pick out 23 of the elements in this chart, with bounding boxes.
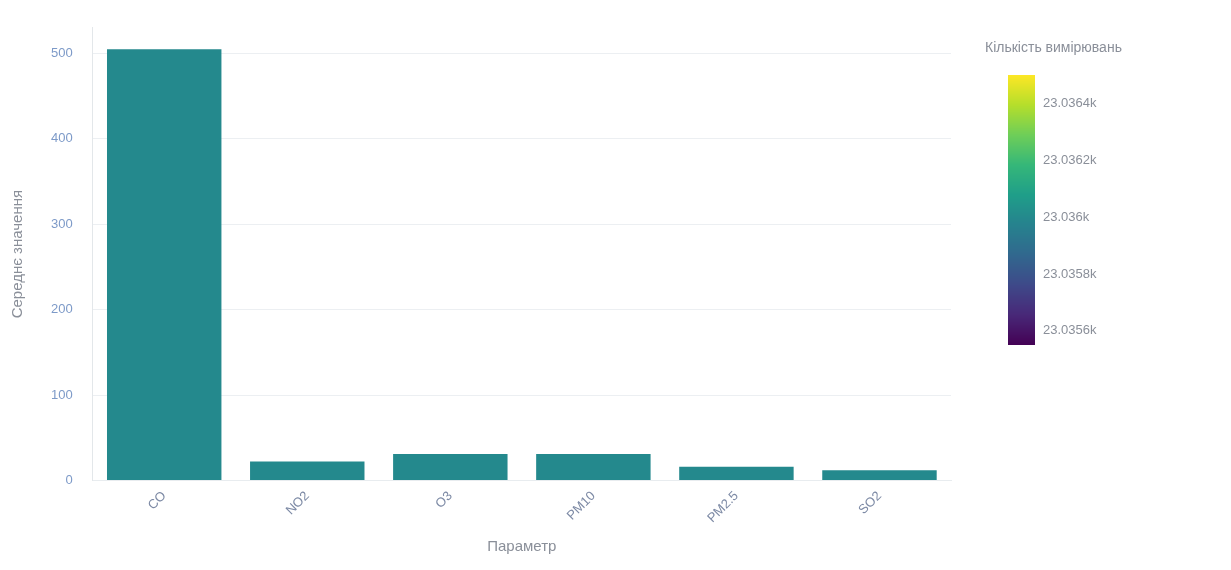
x-tick-label: CO — [144, 487, 169, 513]
bar — [250, 461, 365, 480]
bar — [679, 466, 794, 480]
bar — [107, 49, 222, 480]
y-tick-label: 400 — [50, 130, 73, 146]
x-axis-title: Параметр — [487, 537, 557, 555]
y-axis-title: Середнє значення — [8, 189, 26, 319]
y-tick-label: 500 — [50, 45, 73, 60]
x-tick-label: SO2 — [855, 487, 885, 517]
color-bar-label: 23.0356k — [1043, 322, 1097, 338]
color-bar-title: Кількість вимірювань — [985, 39, 1122, 55]
y-tick-label: 0 — [65, 471, 73, 487]
color-bar-label: 23.0364k — [1043, 95, 1097, 110]
color-bar-label: 23.0362k — [1043, 151, 1097, 167]
y-tick-label: 200 — [50, 301, 73, 317]
y-tick-label: 300 — [50, 215, 73, 231]
color-bar-label: 23.036k — [1043, 208, 1090, 224]
color-bar-label: 23.0358k — [1043, 265, 1097, 281]
bar — [536, 453, 651, 480]
bar — [822, 470, 937, 480]
x-tick-label: O3 — [432, 487, 455, 511]
y-tick-label: 100 — [50, 386, 73, 402]
bar — [393, 453, 508, 480]
